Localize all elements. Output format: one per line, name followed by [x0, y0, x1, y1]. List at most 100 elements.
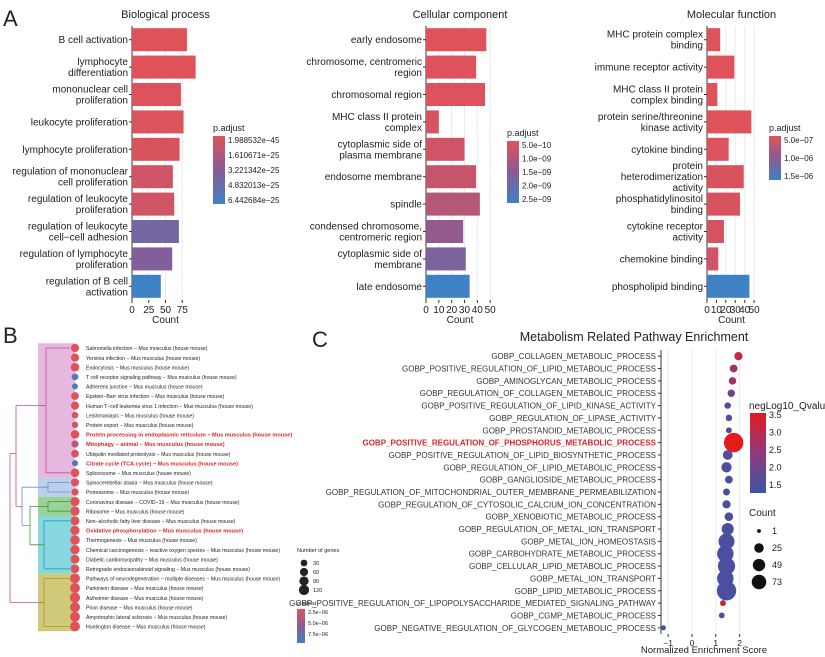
category-label-bp: B cell activation	[59, 35, 128, 46]
kegg-pathway-label: Retrograde endocannabinoid signaling − M…	[86, 567, 250, 573]
bar-cc	[426, 28, 487, 52]
kegg-pathway-label: Chemical carcinogenesis − reactive oxyge…	[86, 548, 280, 554]
metab-pathway-label: GOBP_XENOBIOTIC_METABOLIC_PROCESS	[485, 513, 656, 522]
panel-label-a: A	[3, 6, 18, 31]
metab-bubble	[718, 612, 725, 619]
category-label-cc: chromosomal region	[331, 90, 422, 101]
metab-pathway-label: GOBP_PROSTANOID_METABOLIC_PROCESS	[482, 426, 656, 435]
bar-bp	[132, 192, 175, 216]
metab-bubble	[722, 450, 733, 460]
legend-title-cc: p.adjust	[507, 128, 539, 138]
legend-label-cc: 1.0e−09	[522, 155, 552, 164]
kegg-dot	[70, 583, 80, 593]
metab-pathway-label: GOBP_METAL_ION_HOMEOSTASIS	[521, 537, 656, 546]
kegg-pathway-label: Ubiquitin mediated proteolysis − Mus mus…	[86, 452, 231, 458]
legend-colorbar-cc	[507, 141, 519, 203]
bar-cc	[426, 192, 480, 216]
metab-x-axis-label: Normalized Enrichment Score	[641, 645, 767, 656]
kegg-dot	[70, 468, 80, 478]
metab-bubble	[718, 533, 735, 550]
bar-bp	[132, 274, 161, 298]
bar-mf	[707, 82, 718, 107]
bar-bp	[132, 55, 196, 79]
category-label-cc: early endosome	[351, 35, 423, 46]
kegg-dot	[70, 573, 80, 584]
kegg-size-legend-label: 120	[313, 588, 322, 594]
bar-mf	[707, 192, 740, 216]
category-label-mf: protein heterodimerization activity	[621, 161, 703, 194]
category-label-cc: late endosome	[356, 282, 422, 293]
x-tick-label-mf: 40	[739, 305, 751, 316]
kegg-dot	[70, 554, 80, 564]
category-label-bp: leukocyte proliferation	[31, 117, 128, 128]
bar-cc	[426, 274, 470, 298]
kegg-size-legend-dot	[298, 584, 310, 596]
metab-color-legend-title: negLog10_Qvalue	[749, 401, 825, 412]
kegg-size-legend-dot	[299, 567, 309, 577]
category-label-cc: condensed chromosome, centromeric region	[310, 222, 422, 244]
metab-color-legend-bar	[750, 413, 766, 493]
legend-label-mf: 1.0e−06	[784, 154, 814, 163]
category-label-mf: immune receptor activity	[595, 63, 703, 74]
metab-bubble	[728, 377, 737, 385]
bar-bp	[132, 165, 173, 189]
kegg-dot	[71, 440, 79, 448]
metab-bubble	[721, 522, 734, 536]
category-label-mf: phospholipid binding	[612, 282, 703, 293]
metab-bubble	[723, 488, 731, 496]
bar-mf	[707, 165, 744, 189]
dendrogram-branch	[9, 453, 44, 603]
metab-x-tick-label: 2	[737, 638, 742, 648]
x-tick-label-mf: 10	[711, 305, 723, 316]
x-tick-label-mf: 50	[749, 305, 761, 316]
metab-bubble	[725, 414, 733, 422]
x-tick-label-cc: 20	[446, 305, 458, 316]
category-label-bp: lymphocyte proliferation	[22, 145, 128, 156]
panel-label-b: B	[3, 323, 18, 348]
category-label-bp: lymphocyte differentiation	[68, 57, 128, 79]
kegg-pathway-label: Pathways of neurodegeneration − multiple…	[86, 577, 280, 583]
kegg-pathway-label: Human T−cell leukemia virus 1 infection …	[86, 404, 253, 410]
kegg-pathway-label: Protein processing in endoplasmic reticu…	[86, 433, 292, 439]
legend-title-bp: p.adjust	[213, 123, 245, 133]
kegg-size-legend-title: Number of genes	[297, 548, 339, 554]
kegg-pathway-label: Spliceosome − Mus musculus (house mouse)	[86, 471, 191, 477]
legend-title-mf: p.adjust	[769, 123, 801, 133]
x-tick-label-cc: 0	[423, 305, 429, 316]
category-label-bp: regulation of B cell activation	[46, 276, 128, 298]
kegg-color-legend-label: 5.0e−06	[308, 621, 328, 627]
metab-bubble	[721, 462, 732, 473]
metab-bubble	[725, 427, 732, 434]
kegg-dot	[71, 460, 79, 467]
kegg-pathway-label: Adherens junction − Mus musculus (house …	[86, 385, 203, 391]
metab-pathway-label: GOBP_REGULATION_OF_MITOCHONDRIAL_OUTER_M…	[326, 488, 657, 497]
category-label-cc: chromosome, centromeric region	[306, 57, 422, 79]
kegg-dot	[70, 343, 80, 353]
metab-bubble	[727, 389, 736, 397]
legend-label-bp: 3.221342e−25	[228, 166, 280, 175]
metab-color-legend-label: 3.5	[769, 410, 782, 420]
metab-size-legend-label: 1	[772, 526, 777, 536]
chart-title-cc: Cellular component	[413, 9, 508, 21]
kegg-dot	[70, 430, 80, 439]
category-label-mf: cytokine receptor activity	[627, 222, 704, 244]
category-label-mf: cytokine binding	[631, 145, 703, 156]
dendrogram-branch	[15, 405, 40, 507]
x-axis-label-cc: Count	[447, 315, 474, 326]
legend-label-bp: 4.832013e−25	[228, 181, 280, 190]
x-axis-label-mf: Count	[718, 315, 745, 326]
metab-size-legend-label: 49	[772, 560, 782, 570]
metab-size-legend-title: Count	[749, 508, 776, 519]
kegg-color-legend-title: p.adjust	[297, 601, 317, 607]
kegg-dot	[70, 353, 80, 362]
metab-x-tick-label: −1	[663, 638, 673, 648]
kegg-size-legend-dot	[300, 559, 308, 567]
metab-pathway-label: GOBP_REGULATION_OF_METAL_ION_TRANSPORT	[459, 525, 656, 534]
kegg-dot	[70, 602, 80, 613]
kegg-pathway-label: Proteasome − Mus musculus (house mouse)	[86, 490, 189, 496]
bar-cc	[426, 219, 464, 244]
metab-pathway-label: GOBP_METAL_ION_TRANSPORT	[530, 574, 656, 583]
kegg-color-legend-bar	[297, 609, 305, 643]
